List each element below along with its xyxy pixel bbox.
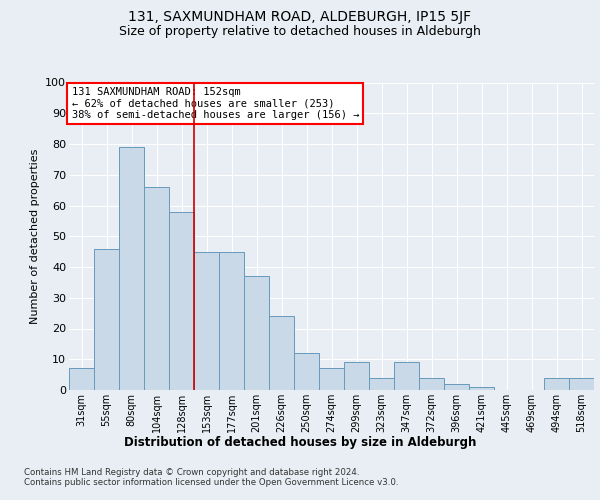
Bar (344, 362, 369, 390)
Text: 131 SAXMUNDHAM ROAD: 152sqm
← 62% of detached houses are smaller (253)
38% of se: 131 SAXMUNDHAM ROAD: 152sqm ← 62% of det… (71, 87, 359, 120)
Bar (269, 316, 294, 390)
Bar (319, 368, 344, 390)
Bar (244, 276, 269, 390)
Y-axis label: Number of detached properties: Number of detached properties (29, 148, 40, 324)
Bar (394, 362, 419, 390)
Bar (544, 378, 569, 390)
Text: Distribution of detached houses by size in Aldeburgh: Distribution of detached houses by size … (124, 436, 476, 449)
Bar (169, 212, 194, 390)
Text: Contains HM Land Registry data © Crown copyright and database right 2024.
Contai: Contains HM Land Registry data © Crown c… (24, 468, 398, 487)
Bar (94, 248, 119, 390)
Text: Size of property relative to detached houses in Aldeburgh: Size of property relative to detached ho… (119, 24, 481, 38)
Bar (369, 378, 394, 390)
Bar (194, 252, 219, 390)
Bar (444, 384, 469, 390)
Bar (569, 378, 594, 390)
Bar (419, 378, 444, 390)
Bar (469, 387, 494, 390)
Bar (69, 368, 94, 390)
Bar (294, 353, 319, 390)
Bar (219, 252, 244, 390)
Bar (119, 147, 144, 390)
Bar (144, 187, 169, 390)
Text: 131, SAXMUNDHAM ROAD, ALDEBURGH, IP15 5JF: 131, SAXMUNDHAM ROAD, ALDEBURGH, IP15 5J… (128, 10, 472, 24)
